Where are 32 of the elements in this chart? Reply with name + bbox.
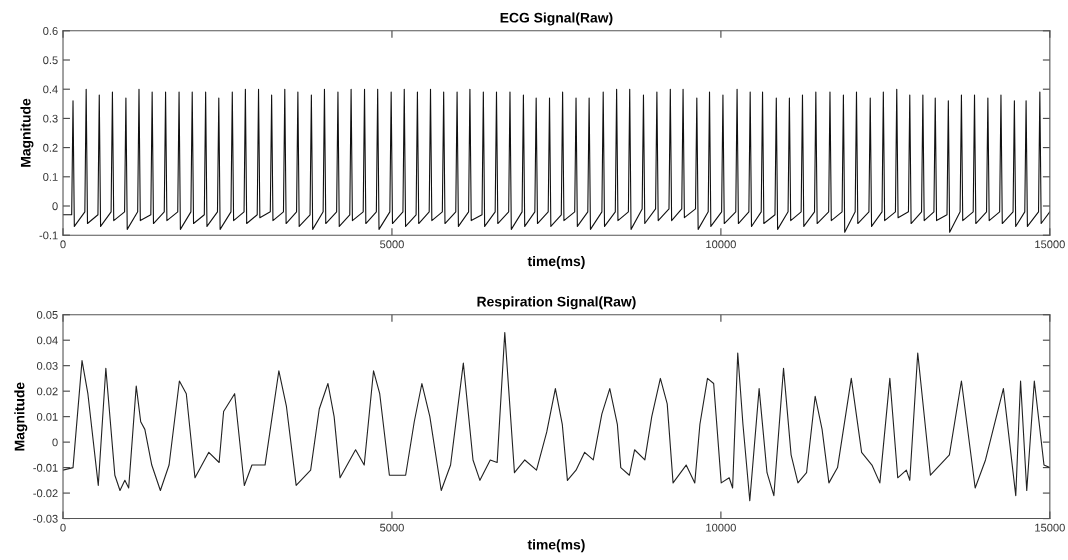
y-axis-title: Magnitude — [20, 98, 34, 167]
y-tick-label: 0.01 — [36, 412, 58, 421]
x-axis-title: time(ms) — [527, 255, 585, 269]
x-tick-label: 0 — [60, 240, 66, 249]
y-tick-label: 0.1 — [43, 173, 58, 181]
y-tick-label: 0 — [52, 438, 58, 447]
y-tick-label: 0.04 — [36, 336, 58, 345]
line-series — [63, 332, 1050, 502]
x-tick-label: 15000 — [1035, 240, 1065, 249]
x-tick-label: 15000 — [1035, 523, 1065, 532]
y-tick-label: 0.3 — [43, 114, 58, 123]
y-tick-label: 0.2 — [43, 143, 58, 152]
y-tick-label: 0.5 — [43, 56, 58, 65]
x-tick-label: 5000 — [380, 240, 404, 249]
y-tick-label: 0.03 — [36, 361, 58, 370]
y-tick-label: -0.03 — [33, 514, 58, 523]
x-tick-label: 5000 — [380, 523, 404, 532]
chart-title: Respiration Signal(Raw) — [477, 296, 636, 310]
y-tick-label: -0.01 — [33, 463, 58, 472]
x-tick-label: 10000 — [706, 240, 736, 249]
y-tick-label: -0.1 — [39, 231, 58, 240]
y-tick-label: 0.05 — [36, 310, 58, 319]
x-tick-label: 10000 — [706, 523, 736, 532]
chart-title: ECG Signal(Raw) — [500, 12, 613, 26]
y-tick-label: -0.02 — [33, 489, 58, 498]
x-tick-label: 0 — [60, 523, 66, 532]
y-tick-label: 0 — [52, 202, 58, 211]
x-axis-title: time(ms) — [527, 539, 585, 553]
y-tick-label: 0.02 — [36, 387, 58, 396]
y-tick-label: 0.4 — [43, 85, 58, 94]
y-tick-label: 0.6 — [43, 27, 58, 35]
y-axis-title: Magnitude — [14, 382, 28, 451]
